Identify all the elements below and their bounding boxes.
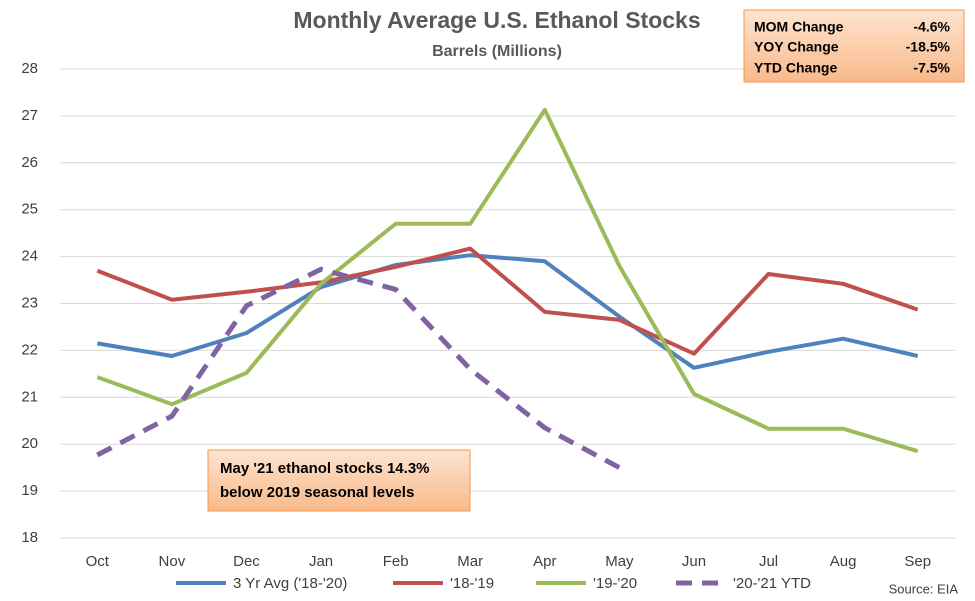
stat-value: -7.5% [913, 60, 950, 76]
x-tick-label: Dec [233, 553, 260, 570]
legend-label: '19-'20 [593, 575, 637, 592]
series-line [96, 266, 621, 470]
y-tick-label: 22 [21, 341, 38, 358]
y-tick-label: 28 [21, 60, 38, 77]
annotation-box: May '21 ethanol stocks 14.3% below 2019 … [207, 449, 471, 512]
chart-title: Monthly Average U.S. Ethanol Stocks [293, 7, 700, 33]
series-line [96, 246, 919, 356]
y-tick-label: 20 [21, 435, 38, 452]
x-tick-label: Feb [383, 553, 409, 570]
x-tick-label: Jan [309, 553, 333, 570]
legend-label: '20-'21 YTD [733, 575, 811, 592]
stat-value: -18.5% [906, 39, 951, 55]
x-tick-label: Jul [759, 553, 778, 570]
x-tick-label: Apr [533, 553, 556, 570]
annotation-bg [207, 449, 471, 512]
x-tick-label: Aug [830, 553, 857, 570]
y-tick-label: 21 [21, 388, 38, 405]
x-tick-label: May [605, 553, 634, 570]
annotation-text: May '21 ethanol stocks 14.3% [220, 460, 430, 477]
y-tick-label: 24 [21, 248, 38, 265]
y-tick-label: 18 [21, 529, 38, 546]
y-tick-label: 27 [21, 107, 38, 124]
stat-label: YTD Change [754, 60, 837, 76]
legend-label: '18-'19 [450, 575, 494, 592]
stat-label: YOY Change [754, 39, 839, 55]
x-tick-label: Jun [682, 553, 706, 570]
series-line [96, 107, 919, 454]
legend-label: 3 Yr Avg ('18-'20) [233, 575, 347, 592]
stats-box-bg [743, 9, 965, 83]
y-tick-label: 26 [21, 154, 38, 171]
y-tick-label: 19 [21, 482, 38, 499]
chart-subtitle: Barrels (Millions) [432, 43, 562, 60]
x-tick-label: Sep [904, 553, 931, 570]
x-tick-label: Nov [159, 553, 186, 570]
source: Source: EIA [889, 581, 959, 596]
stat-label: MOM Change [754, 19, 844, 35]
annotation-text: below 2019 seasonal levels [220, 484, 414, 501]
stat-value: -4.6% [913, 19, 950, 35]
y-tick-label: 25 [21, 201, 38, 218]
x-tick-label: Mar [457, 553, 483, 570]
series-line [96, 253, 919, 370]
stats-box: MOM Change -4.6% YOY Change -18.5% YTD C… [743, 9, 965, 83]
x-tick-label: Oct [86, 553, 110, 570]
y-tick-label: 23 [21, 294, 38, 311]
